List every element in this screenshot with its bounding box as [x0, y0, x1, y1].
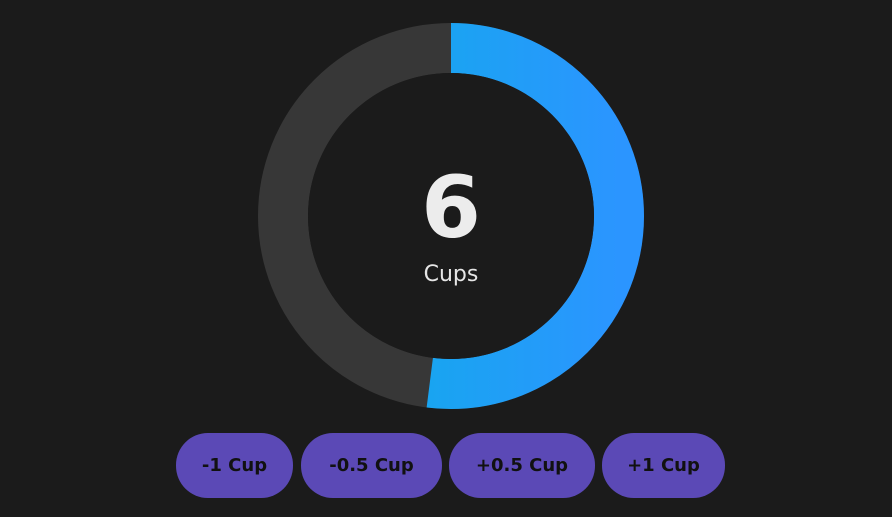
plus-one-cup-button[interactable]: +1 Cup: [602, 433, 725, 498]
minus-one-cup-button[interactable]: -1 Cup: [176, 433, 293, 498]
cup-count: 6: [421, 158, 481, 258]
plus-half-cup-button[interactable]: +0.5 Cup: [449, 433, 595, 498]
progress-arc: [258, 23, 644, 409]
progress-ring-graphic: [258, 23, 644, 409]
minus-half-cup-button[interactable]: -0.5 Cup: [301, 433, 442, 498]
progress-center: [308, 73, 594, 359]
progress-ring: 6 Cups: [258, 23, 644, 409]
cup-unit-label: Cups: [423, 262, 479, 287]
